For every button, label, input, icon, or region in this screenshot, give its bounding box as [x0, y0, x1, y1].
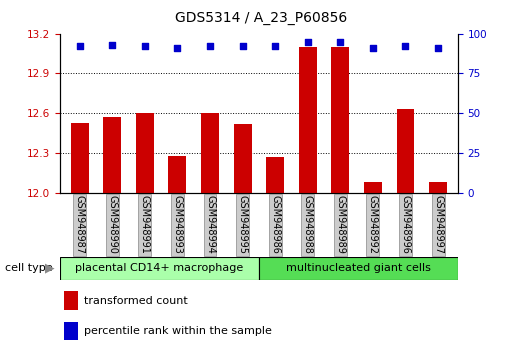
- Text: GSM948988: GSM948988: [303, 195, 313, 254]
- Text: placental CD14+ macrophage: placental CD14+ macrophage: [75, 263, 244, 273]
- Point: [303, 39, 312, 45]
- Point: [434, 45, 442, 51]
- Bar: [266, 157, 284, 193]
- Bar: [429, 182, 447, 193]
- Bar: [234, 124, 252, 193]
- Text: GSM948990: GSM948990: [107, 195, 117, 254]
- Text: GSM948996: GSM948996: [401, 195, 411, 254]
- Text: GSM948993: GSM948993: [173, 195, 183, 254]
- Text: GSM948994: GSM948994: [205, 195, 215, 254]
- Text: GSM948992: GSM948992: [368, 195, 378, 254]
- Text: percentile rank within the sample: percentile rank within the sample: [84, 326, 272, 336]
- Point: [401, 44, 410, 49]
- Text: cell type: cell type: [5, 263, 53, 273]
- Bar: [71, 122, 89, 193]
- Bar: [396, 109, 414, 193]
- Bar: [64, 291, 78, 310]
- Text: GSM948986: GSM948986: [270, 195, 280, 254]
- Bar: [201, 113, 219, 193]
- Point: [141, 44, 149, 49]
- Point: [108, 42, 117, 47]
- Text: multinucleated giant cells: multinucleated giant cells: [286, 263, 431, 273]
- Text: ▶: ▶: [46, 262, 55, 275]
- Text: GSM948995: GSM948995: [237, 195, 247, 254]
- Bar: [136, 113, 154, 193]
- Bar: [259, 257, 458, 280]
- Text: GDS5314 / A_23_P60856: GDS5314 / A_23_P60856: [175, 11, 348, 25]
- Point: [238, 44, 247, 49]
- Point: [173, 45, 181, 51]
- Point: [369, 45, 377, 51]
- Point: [336, 39, 345, 45]
- Bar: [332, 47, 349, 193]
- Bar: [64, 322, 78, 340]
- Text: transformed count: transformed count: [84, 296, 188, 306]
- Point: [75, 44, 84, 49]
- Bar: [60, 257, 259, 280]
- Point: [271, 44, 279, 49]
- Bar: [364, 182, 382, 193]
- Bar: [104, 117, 121, 193]
- Bar: [299, 47, 317, 193]
- Text: GSM948987: GSM948987: [75, 195, 85, 254]
- Point: [206, 44, 214, 49]
- Text: GSM948989: GSM948989: [335, 195, 345, 254]
- Text: GSM948997: GSM948997: [433, 195, 443, 254]
- Text: GSM948991: GSM948991: [140, 195, 150, 254]
- Bar: [168, 156, 186, 193]
